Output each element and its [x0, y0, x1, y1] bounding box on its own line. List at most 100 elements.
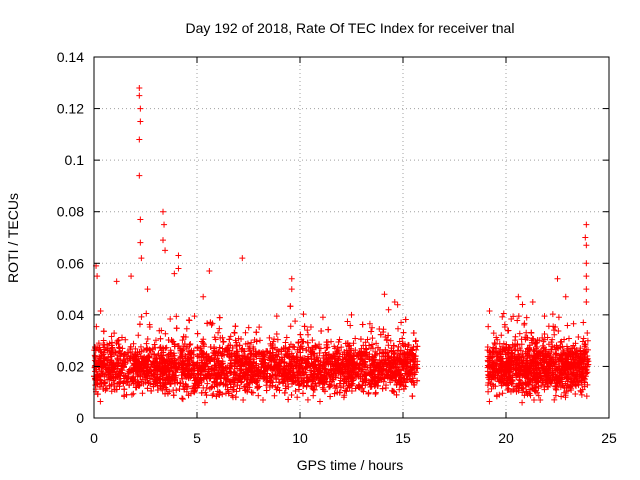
data-point: [267, 355, 274, 362]
data-point: [364, 336, 371, 343]
data-point: [220, 338, 227, 345]
data-point: [255, 372, 262, 379]
data-point: [389, 388, 396, 395]
data-point: [371, 374, 378, 381]
data-point: [385, 306, 392, 313]
data-point: [164, 364, 171, 371]
data-point: [288, 275, 295, 282]
data-point: [120, 364, 127, 371]
data-point: [222, 364, 229, 371]
data-point: [304, 327, 311, 334]
data-point: [170, 350, 177, 357]
data-point: [360, 388, 367, 395]
data-point: [562, 293, 569, 300]
x-axis-label: GPS time / hours: [297, 457, 404, 473]
data-point: [136, 381, 143, 388]
data-point: [217, 380, 224, 387]
data-point: [278, 373, 285, 380]
data-point: [92, 376, 99, 383]
data-point: [137, 216, 144, 223]
data-point: [341, 392, 348, 399]
data-point: [112, 371, 119, 378]
data-point: [130, 380, 137, 387]
data-point: [359, 357, 366, 364]
data-point: [167, 351, 174, 358]
data-point: [116, 345, 123, 352]
data-point: [385, 342, 392, 349]
data-point: [191, 387, 198, 394]
data-point: [331, 343, 338, 350]
data-point: [288, 391, 295, 398]
data-point: [398, 319, 405, 326]
data-point: [409, 393, 416, 400]
data-point: [392, 378, 399, 385]
data-point: [219, 345, 226, 352]
data-point: [315, 380, 322, 387]
data-point: [175, 265, 182, 272]
data-point: [136, 84, 143, 91]
data-point: [229, 344, 236, 351]
data-point: [364, 364, 371, 371]
data-point: [313, 352, 320, 359]
data-point: [130, 390, 137, 397]
data-point: [137, 343, 144, 350]
data-point: [554, 275, 561, 282]
data-point: [555, 314, 562, 321]
data-point: [519, 301, 526, 308]
data-point: [575, 334, 582, 341]
data-point: [529, 298, 536, 305]
data-point: [391, 351, 398, 358]
data-point: [97, 377, 104, 384]
data-point: [145, 353, 152, 360]
data-point: [388, 354, 395, 361]
data-point: [244, 340, 251, 347]
data-point: [407, 370, 414, 377]
data-point: [412, 338, 419, 345]
data-point: [116, 344, 123, 351]
data-point: [232, 394, 239, 401]
data-point: [375, 371, 382, 378]
data-point: [103, 355, 110, 362]
data-point: [282, 385, 289, 392]
data-point: [404, 355, 411, 362]
data-point: [134, 371, 141, 378]
data-point: [583, 286, 590, 293]
data-point: [301, 379, 308, 386]
data-point: [414, 343, 421, 350]
data-point: [324, 339, 331, 346]
data-point: [580, 319, 587, 326]
data-point: [273, 376, 280, 383]
data-point: [381, 375, 388, 382]
x-tick-label: 0: [90, 430, 98, 446]
data-point: [202, 366, 209, 373]
data-point: [200, 293, 207, 300]
data-point: [156, 327, 163, 334]
data-point: [309, 362, 316, 369]
data-point: [105, 370, 112, 377]
data-point: [245, 324, 252, 331]
data-point: [121, 351, 128, 358]
data-point: [323, 352, 330, 359]
data-point: [108, 362, 115, 369]
data-point: [94, 391, 101, 398]
data-point: [282, 345, 289, 352]
data-point: [204, 363, 211, 370]
data-point: [350, 340, 357, 347]
data-point: [196, 382, 203, 389]
data-point: [114, 355, 121, 362]
data-point: [234, 375, 241, 382]
data-point: [331, 382, 338, 389]
data-point: [369, 341, 376, 348]
data-point: [173, 313, 180, 320]
data-point: [193, 360, 200, 367]
data-point: [356, 383, 363, 390]
data-point: [234, 382, 241, 389]
data-point: [537, 397, 544, 404]
data-point: [340, 356, 347, 363]
data-point: [194, 330, 201, 337]
data-point: [414, 377, 421, 384]
data-point: [519, 399, 526, 406]
data-point: [321, 372, 328, 379]
data-point: [401, 376, 408, 383]
data-point: [260, 370, 267, 377]
